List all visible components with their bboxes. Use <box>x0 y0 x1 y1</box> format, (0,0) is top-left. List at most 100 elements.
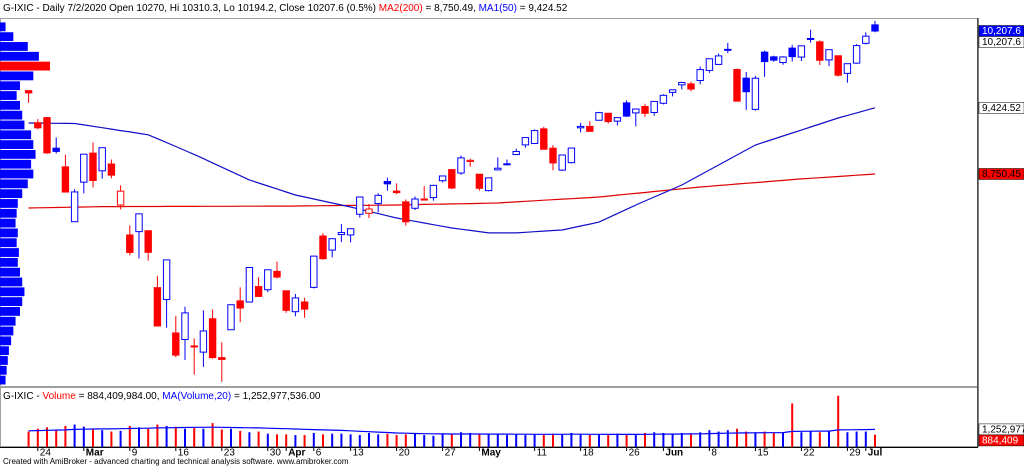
candle-body <box>126 234 134 253</box>
volume-bar <box>119 430 122 447</box>
candle-body <box>218 357 226 360</box>
candle-body <box>632 108 640 114</box>
profile-bar <box>0 42 28 51</box>
volume-bar <box>846 432 849 447</box>
volume-bar <box>184 428 186 447</box>
volume-bar <box>726 430 729 447</box>
volume-bar <box>570 432 573 447</box>
profile-bar <box>0 91 17 100</box>
volume-bar <box>92 428 94 447</box>
profile-bar <box>0 61 50 71</box>
candle-body <box>540 128 548 150</box>
candle-body <box>24 90 33 94</box>
profile-bar <box>0 267 20 277</box>
candle-body <box>475 173 484 189</box>
candle-body <box>190 345 198 348</box>
profile-bar <box>0 248 19 257</box>
profile-bar <box>0 277 23 287</box>
volume-bar <box>533 434 536 447</box>
volume-bar <box>358 435 361 447</box>
candle-body <box>770 56 778 61</box>
title-part: Volume <box>42 391 76 402</box>
volume-bar <box>294 435 297 447</box>
volume-bar <box>644 432 646 447</box>
candle-body <box>135 213 143 233</box>
candle-body <box>438 175 447 182</box>
volume-bar <box>202 428 205 447</box>
x-tick-label: Apr <box>288 448 305 459</box>
volume-bar <box>257 431 260 447</box>
candle-body <box>806 37 815 40</box>
profile-bar <box>0 130 32 140</box>
volume-bar <box>478 433 481 447</box>
candle-body <box>254 286 263 297</box>
volume-bar <box>717 431 720 447</box>
axis-label-box <box>978 36 1024 48</box>
volume-bar <box>607 435 610 447</box>
x-tick-label: 24 <box>40 448 52 459</box>
volume-bar <box>763 431 766 447</box>
x-tick-label: Jun <box>665 448 683 459</box>
volume-bar <box>690 433 692 447</box>
axis-label: 1,252,977 <box>982 425 1024 436</box>
volume-bar <box>616 433 619 447</box>
volume-bar <box>487 434 490 447</box>
volume-bar <box>303 435 306 447</box>
volume-bar <box>147 428 150 447</box>
volume-bar <box>561 434 564 447</box>
candle-body <box>871 24 879 32</box>
candle-body <box>300 301 309 310</box>
x-tick-label: 6 <box>316 448 322 459</box>
x-tick-label: 27 <box>445 448 457 459</box>
profile-bar <box>0 287 25 297</box>
profile-bar <box>0 189 23 199</box>
candle-body <box>714 55 723 65</box>
candle-body <box>576 125 585 129</box>
profile-bar <box>0 179 28 189</box>
profile-bar <box>0 120 25 130</box>
volume-bar <box>322 434 324 447</box>
x-tick-label: 29 <box>849 448 861 459</box>
candle-body <box>448 169 456 189</box>
x-tick-label: 15 <box>757 448 769 459</box>
volume-bar <box>193 428 196 447</box>
x-tick-label: 30 <box>270 448 282 459</box>
profile-bar <box>0 159 32 169</box>
volume-bar <box>36 428 39 447</box>
title-part: = 8,750.49, <box>423 3 479 14</box>
candle-body <box>604 112 612 123</box>
candle-body <box>172 332 180 356</box>
candle-body <box>816 41 824 61</box>
volume-bar <box>515 434 518 447</box>
candle-body <box>411 198 419 209</box>
volume-bar <box>874 434 876 447</box>
axis-label-box <box>978 434 1024 447</box>
axis-label-box <box>978 168 1024 180</box>
profile-bar <box>0 316 16 326</box>
x-tick-label: 18 <box>583 448 595 459</box>
x-tick-label: 11 <box>537 448 548 459</box>
x-tick-label: 13 <box>353 448 365 459</box>
candle-body <box>852 45 861 64</box>
candle-body <box>52 147 60 152</box>
candle-body <box>549 147 557 164</box>
volume-bar <box>423 435 426 447</box>
candle-body <box>291 297 300 313</box>
candle-body <box>558 154 566 171</box>
candle-body <box>107 163 116 176</box>
candle-body <box>392 190 401 194</box>
volume-bar <box>128 425 131 447</box>
volume-bar <box>579 434 582 447</box>
x-tick-label: 26 <box>629 448 641 459</box>
volume-bar <box>708 430 711 447</box>
profile-bar <box>0 257 18 267</box>
x-tick-label: Jul <box>868 448 883 459</box>
volume-bar <box>248 432 251 447</box>
profile-bar <box>0 32 14 42</box>
volume-bar <box>671 433 674 447</box>
candle-body <box>199 330 208 353</box>
volume-bar <box>680 432 683 447</box>
volume-bar <box>138 427 140 447</box>
profile-bar <box>0 169 34 179</box>
candle-body <box>742 77 750 93</box>
